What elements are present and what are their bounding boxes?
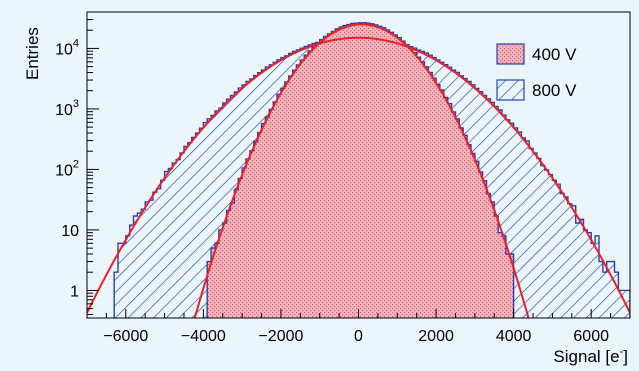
x-tick-label: −6000 [103, 328, 148, 345]
x-axis-ticks: −6000 −4000 −2000 0 2000 4000 6000 [86, 309, 631, 345]
y-tick-label: 103 [55, 98, 79, 119]
fit-curve-400v [193, 23, 530, 318]
y-axis-ticks: 1 10 102 103 104 [55, 11, 99, 315]
x-tick-label: 6000 [573, 328, 609, 345]
y-tick-label: 104 [55, 37, 79, 58]
legend-swatch-800v [496, 79, 525, 101]
y-tick-label: 102 [55, 158, 79, 179]
y-tick-label: 10 [61, 223, 79, 240]
x-tick-label: −2000 [258, 328, 303, 345]
fit-curve-800v [87, 36, 630, 314]
x-axis-title-sup: - [620, 346, 624, 358]
histogram-layer [113, 22, 630, 318]
legend-swatch-400v [496, 43, 525, 65]
x-tick-label: 2000 [418, 328, 454, 345]
x-axis-title-main: Signal [e [553, 347, 619, 366]
fit-layer [87, 23, 630, 318]
x-axis-title: Signal [e-] [553, 346, 628, 366]
legend: 400 V 800 V [496, 43, 577, 101]
x-tick-label: 4000 [496, 328, 532, 345]
x-axis-title-close: ] [623, 347, 628, 366]
histogram-400v [206, 22, 515, 318]
y-tick-label: 1 [70, 283, 79, 300]
y-axis-title: Entries [23, 27, 42, 80]
legend-label-800v: 800 V [532, 81, 577, 100]
legend-label-400v: 400 V [532, 45, 577, 64]
x-tick-label: −4000 [181, 328, 226, 345]
x-tick-label: 0 [354, 328, 363, 345]
